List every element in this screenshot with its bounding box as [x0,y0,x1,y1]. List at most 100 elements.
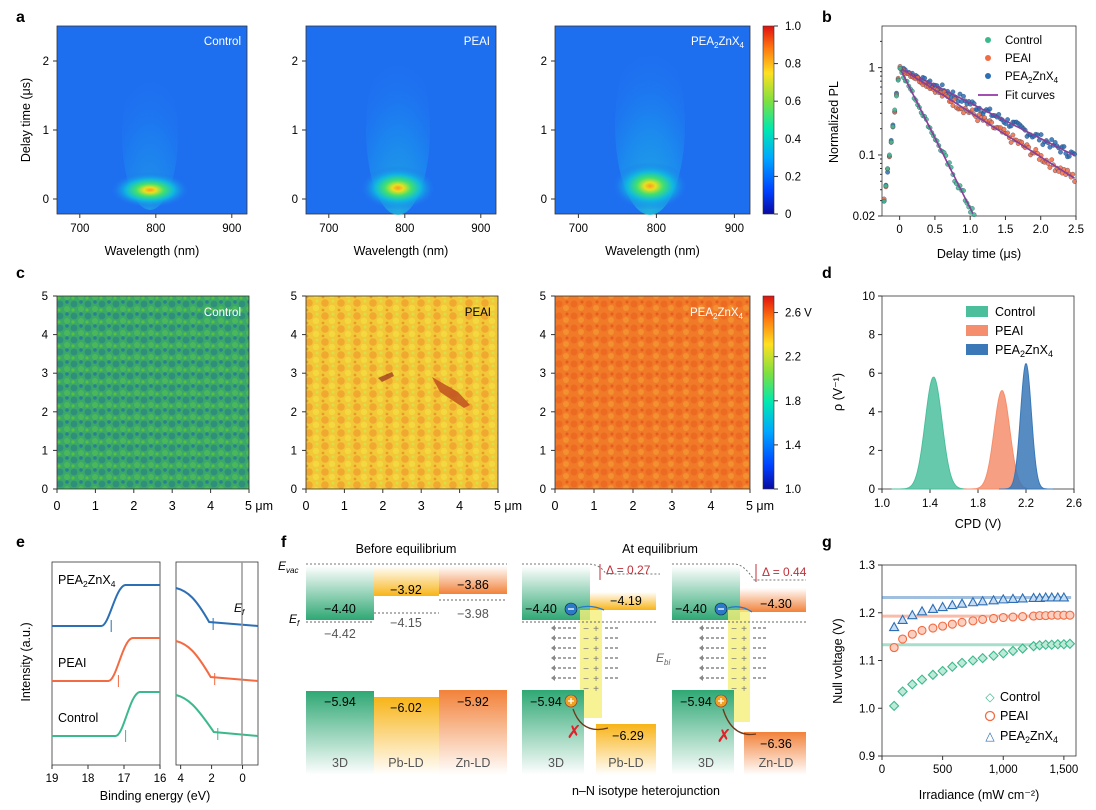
before-cb-zn: −3.86 [457,578,489,592]
d-xtick-label: 1.8 [970,498,986,510]
g-ytick-label: 1.3 [859,560,875,572]
g-point-peai [968,616,978,626]
g-point-pea2znx4 [1017,592,1029,603]
colorbar-c [762,295,775,490]
zn-cb-3d: −4.40 [675,602,707,616]
c-ytick-label: 2 [291,407,297,419]
g-point-control [997,648,1009,659]
e-xtick-label: 18 [82,773,95,785]
a-xtick-label: 900 [222,223,241,235]
before-3d-cb [306,566,374,620]
blocked-pb-icon: ✗ [566,722,581,742]
cbar-a-tick-label: 0.8 [785,59,801,71]
panel-d-plot: 1.0 1.4 1.8 2.2 2.6 10 8 6 4 2 0 [862,291,1082,510]
e-xtick-label: 4 [177,773,184,785]
g-point-peai [938,621,948,631]
e-label-peai: PEAI [58,656,87,670]
a-ytick-label: 2 [541,56,547,68]
depletion-minus: − [583,654,589,665]
before-vb-pb: −6.02 [390,701,422,715]
g-point-pea2znx4 [1007,593,1019,603]
depletion-plus: + [741,664,747,675]
panel-label-e: e [16,534,25,551]
legend-fit: Fit curves [1005,90,1055,102]
b-fit-peai [900,67,1076,179]
b-point-pea2znx4 [1049,137,1055,142]
panel-g-ylabel: Null voltage (V) [831,618,845,703]
field-arrowhead [699,635,703,641]
panel-b-legend: Control PEAI PEA2ZnX4 Fit curves [978,35,1059,102]
depletion-plus: + [741,684,747,695]
pb-vb-3d: −5.94 [530,695,562,709]
c-xtick-label: 2 [630,499,637,513]
depletion-minus: − [731,624,737,635]
after-title: At equilibrium [622,542,698,556]
pb-depletion [580,610,602,718]
panel-a-axes: 700 800 900 Wavelength (nm) 2 1 0 700 800 900 Wave… [43,56,744,258]
legend-swatch-control [966,306,988,317]
panel-a: Control PEAI PEA2ZnX4 700 800 900 Wavelengt… [19,21,802,258]
field-arrowhead [551,665,555,671]
c-xtick-label: 0 [54,499,61,513]
g-point-pea2znx4 [906,609,918,620]
depletion-minus: − [583,684,589,695]
colorbar-c-ticks: 2.6 V 2.2 1.8 1.4 1.0 [774,308,812,496]
panel-d-frame [881,295,1075,490]
depletion-minus: − [731,674,737,685]
a-xtick-label: 800 [395,223,414,235]
a-ytick-label: 2 [292,56,298,68]
heterojunction-caption: n–N isotype heterojunction [572,784,720,798]
before-vb-zn: −5.92 [457,695,489,709]
zn-cb-ld: −4.30 [760,597,792,611]
cbar-a-tick-label: 0.6 [785,96,801,108]
cbar-a-tick-label: 0 [785,209,791,221]
b-xtick-label: 1.5 [997,224,1013,236]
b-ytick-label: 0.02 [853,211,875,223]
g-point-peai [978,614,988,624]
b-point-peai [1065,167,1070,173]
before-ef-pb-val: −4.15 [390,616,422,630]
colorbar-a [762,25,775,215]
legend-d-control: Control [995,305,1035,319]
legend-peai: PEAI [1005,53,1031,65]
vacuum-level-pb [522,563,660,575]
g-point-control [937,665,948,677]
e-xtick-label: 16 [154,773,167,785]
legend-g-marker-peai [984,710,996,722]
depletion-minus: − [731,634,737,645]
e-onset-pea2znx4 [175,587,259,627]
b-point-peai [975,118,980,124]
d-xtick-label: 1.4 [922,498,939,510]
c-ytick-label: 4 [540,330,547,342]
c-ytick-label: 4 [42,330,49,342]
field-arrowhead [551,625,555,631]
legend-swatch-pea2znx4 [966,344,988,355]
c-xtick-label: 4 [708,499,715,513]
legend-d-pea2znx4: PEA2ZnX4 [995,343,1053,359]
cbar-c-tick-label: 1.8 [785,396,801,408]
g-point-control [956,657,968,669]
kpfm-label-pea2znx4: PEA2ZnX4 [690,307,744,321]
depletion-minus: − [731,664,737,675]
c-xtick-label: 3 [169,499,176,513]
c-ytick-label: 1 [42,445,48,457]
c-xtick-label: 0 [303,499,310,513]
ebi-label: Ebi [656,651,670,667]
depletion-plus: + [741,674,747,685]
zn-delta: Δ = 0.44 [762,565,807,579]
e-label-control: Control [58,711,98,725]
colorbar-a-ticks: 1.0 0.8 0.6 0.4 0.2 0 [774,21,802,221]
before-cb-3d: −4.40 [324,602,356,616]
map-label-control: Control [204,36,241,48]
field-arrowhead [699,625,703,631]
c-xtick-label: 2 [130,499,137,513]
c-xtick-label: 1 [591,499,598,513]
before-ef-3d-val: −4.42 [324,627,356,641]
a-ytick-label: 0 [541,194,547,206]
g-point-pea2znx4 [888,621,900,632]
g-point-pea2znx4 [897,614,909,624]
c-ytick-label: 3 [540,368,546,380]
g-xtick-label: 500 [933,764,952,776]
